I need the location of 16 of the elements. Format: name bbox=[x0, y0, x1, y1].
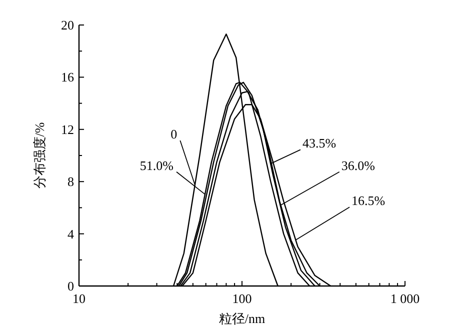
y-tick-label: 20 bbox=[61, 18, 74, 32]
x-axis-title: 粒径/nm bbox=[218, 311, 266, 326]
text: 43.5% bbox=[302, 136, 336, 151]
text: 36.0% bbox=[341, 158, 376, 173]
y-tick-label: 8 bbox=[68, 174, 74, 190]
x-tick-label: 100 bbox=[232, 291, 252, 306]
series-label: 0 bbox=[170, 126, 178, 142]
text: 16.5% bbox=[352, 193, 386, 208]
y-tick-label: 4 bbox=[68, 226, 74, 242]
y-tick-label: 0 bbox=[68, 278, 74, 294]
text: 51.0% bbox=[140, 158, 174, 173]
y-tick-label: 12 bbox=[61, 122, 74, 137]
x-tick-label: 10 bbox=[72, 291, 86, 306]
y-tick-label: 16 bbox=[61, 70, 74, 85]
y-axis-title: 分布强度/% bbox=[32, 122, 47, 189]
x-tick-label: 1 000 bbox=[390, 291, 420, 306]
